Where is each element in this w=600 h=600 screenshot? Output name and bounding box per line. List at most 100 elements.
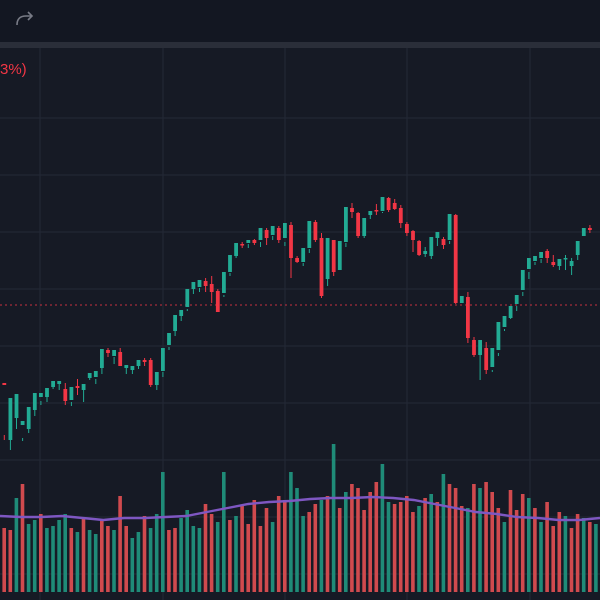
volume-bar bbox=[93, 534, 98, 592]
candle-body bbox=[508, 306, 513, 318]
volume-bar bbox=[264, 508, 269, 592]
volume-bar bbox=[222, 472, 226, 592]
volume-bar bbox=[398, 502, 403, 592]
candle-body bbox=[222, 272, 226, 293]
volume-bar bbox=[520, 494, 525, 592]
candle-body bbox=[246, 240, 251, 243]
candle-body bbox=[209, 284, 214, 292]
candle-body bbox=[26, 407, 31, 429]
volume-bar bbox=[344, 492, 348, 592]
candle-body bbox=[307, 221, 312, 248]
candle-body bbox=[581, 228, 586, 236]
volume-bar bbox=[569, 528, 574, 592]
volume-bar bbox=[508, 490, 513, 592]
volume-bar bbox=[179, 518, 183, 592]
toolbar-separator bbox=[0, 42, 600, 48]
candle-body bbox=[154, 372, 159, 385]
volume-bar bbox=[459, 506, 464, 592]
candle-body bbox=[240, 244, 245, 246]
volume-bar bbox=[270, 522, 275, 592]
volume-bar bbox=[283, 500, 287, 592]
candle-body bbox=[392, 203, 397, 209]
candle-body bbox=[362, 218, 367, 236]
volume-bar bbox=[130, 538, 135, 592]
volume-bar bbox=[106, 526, 110, 592]
candle-body bbox=[228, 255, 232, 272]
candle-body bbox=[520, 270, 525, 290]
redo-button[interactable] bbox=[12, 6, 38, 32]
volume-bar bbox=[514, 510, 519, 592]
volume-bar bbox=[246, 524, 250, 592]
candle-body bbox=[533, 256, 537, 261]
candle-body bbox=[490, 348, 495, 367]
candle-body bbox=[502, 316, 507, 327]
volume-bar bbox=[472, 484, 476, 592]
volume-bar bbox=[136, 532, 141, 592]
volume-bar bbox=[575, 514, 580, 592]
volume-bar bbox=[435, 502, 440, 592]
volume-bar bbox=[81, 518, 86, 592]
volume-bar bbox=[51, 526, 55, 592]
candle-body bbox=[124, 365, 129, 368]
candle-body bbox=[45, 388, 49, 397]
volume-bar bbox=[39, 514, 43, 592]
candle-body bbox=[57, 381, 62, 384]
candle-body bbox=[148, 360, 153, 385]
candle-body bbox=[417, 241, 421, 255]
candle-body bbox=[380, 197, 385, 211]
candle-body bbox=[69, 387, 74, 400]
volume-bar bbox=[167, 530, 171, 592]
candle-body bbox=[136, 360, 141, 366]
candle-body bbox=[374, 210, 379, 212]
legend-change-value: 3%) bbox=[0, 61, 27, 78]
candle-body bbox=[276, 228, 281, 240]
volume-bar bbox=[191, 526, 196, 592]
candle-body bbox=[557, 259, 562, 266]
volume-bar bbox=[374, 482, 379, 592]
price-chart[interactable] bbox=[0, 48, 600, 600]
volume-bar bbox=[258, 526, 263, 592]
volume-bar bbox=[563, 516, 568, 592]
candle-body bbox=[588, 228, 592, 230]
volume-bar bbox=[215, 522, 220, 592]
volume-bar bbox=[185, 510, 189, 592]
candle-body bbox=[179, 310, 184, 316]
candle-body bbox=[173, 315, 177, 331]
candle-body bbox=[356, 213, 360, 236]
volume-bar bbox=[545, 502, 549, 592]
candle-body bbox=[569, 261, 574, 266]
volume-bar bbox=[453, 488, 458, 592]
volume-bar bbox=[337, 508, 342, 592]
candle-body bbox=[167, 333, 171, 345]
volume-bar bbox=[588, 522, 592, 592]
candle-body bbox=[319, 238, 324, 296]
candle-body bbox=[496, 322, 501, 350]
candle-body bbox=[14, 394, 19, 418]
candle-body bbox=[344, 207, 348, 242]
volume-bar bbox=[441, 474, 446, 592]
volume-bar bbox=[154, 514, 159, 592]
candle-body bbox=[283, 223, 287, 238]
candle-body bbox=[331, 240, 336, 272]
volume-bar bbox=[32, 520, 37, 592]
candle-body bbox=[130, 366, 135, 370]
candle-body bbox=[100, 349, 104, 368]
volume-bar bbox=[325, 496, 330, 592]
chart-toolbar bbox=[0, 0, 600, 42]
candle-body bbox=[435, 232, 440, 238]
candle-body bbox=[106, 350, 110, 353]
volume-bar bbox=[301, 516, 305, 592]
candle-body bbox=[337, 241, 342, 270]
volume-bar bbox=[594, 524, 598, 592]
candle-body bbox=[87, 373, 92, 378]
candle-body bbox=[563, 258, 568, 260]
volume-bar bbox=[527, 498, 531, 592]
volume-bar bbox=[142, 516, 147, 592]
volume-bar bbox=[551, 526, 555, 592]
candle-body bbox=[39, 393, 43, 397]
volume-bar bbox=[203, 504, 208, 592]
candle-body bbox=[466, 297, 470, 338]
candle-body bbox=[185, 289, 190, 307]
volume-bar bbox=[8, 530, 13, 592]
candle-body bbox=[411, 231, 415, 240]
